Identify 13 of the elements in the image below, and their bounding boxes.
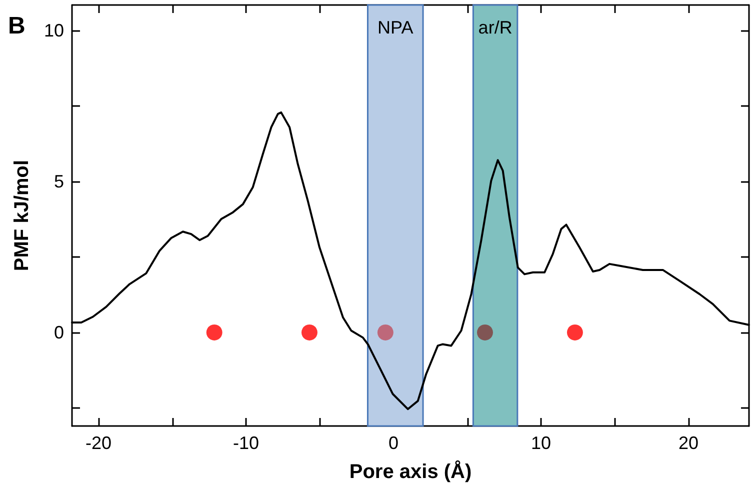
y-tick-label: 0 [54, 322, 64, 342]
x-tick-label: -10 [233, 433, 260, 453]
x-tick-label: -20 [86, 433, 112, 453]
x-tick-label: 10 [531, 433, 552, 453]
x-axis-title: Pore axis (Å) [349, 460, 472, 483]
text: B [8, 12, 26, 40]
band-label: ar/R [478, 17, 512, 38]
x-tick-label: 20 [678, 433, 699, 453]
band-label: NPA [378, 17, 414, 38]
y-tick-label: 10 [44, 20, 64, 41]
y-tick-label: 5 [54, 172, 64, 192]
x-tick-label: 0 [388, 433, 399, 453]
y-axis-title: PMF kJ/mol [11, 160, 33, 272]
